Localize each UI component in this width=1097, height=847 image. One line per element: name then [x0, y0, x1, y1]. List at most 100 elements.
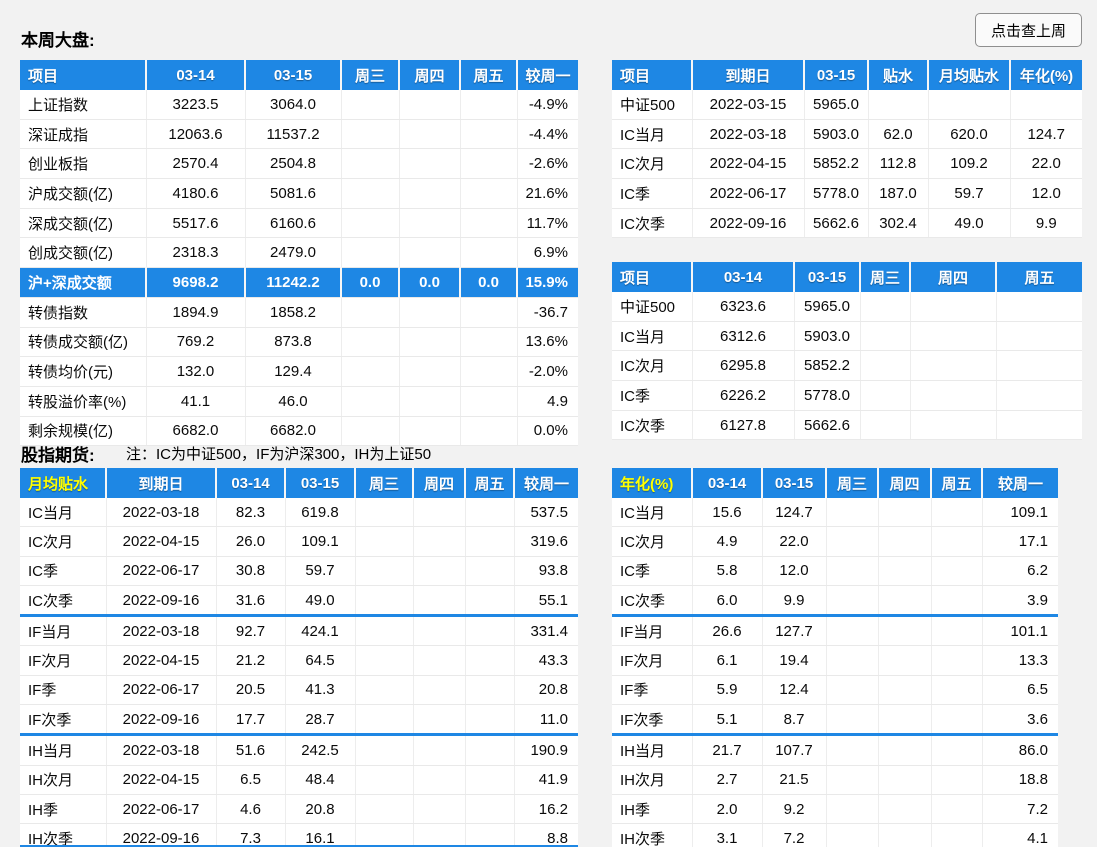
- header-cell: 年化(%): [612, 468, 693, 498]
- table-row: IH当月 21.7 107.7 86.0: [612, 734, 1058, 766]
- header-cell: 较周一: [982, 468, 1058, 498]
- table-row: IF季 2022-06-17 20.5 41.3 20.8: [20, 675, 578, 706]
- table-cell: [465, 498, 515, 528]
- table-cell: [465, 526, 515, 557]
- header-row: 月均贴水 到期日 03-14 03-15 周三 周四 周五 较周一: [20, 468, 578, 498]
- table-cell: 41.1: [146, 386, 246, 417]
- table-cell: [399, 297, 461, 328]
- table-cell: [413, 734, 466, 766]
- market-overview-body: 上证指数 3223.5 3064.0 -4.9% 深证成指 12063.6 11537.2 -…: [20, 90, 578, 447]
- table-cell: 沪成交额(亿): [20, 178, 147, 209]
- table-cell: 2022-09-16: [106, 704, 217, 737]
- table-cell: 20.5: [216, 675, 286, 706]
- table-cell: 6.0: [692, 585, 763, 618]
- table-cell: 2022-06-17: [106, 675, 217, 706]
- table-cell: 107.7: [762, 734, 827, 766]
- table-cell: 16.2: [514, 794, 578, 825]
- table-cell: IF次季: [612, 704, 693, 737]
- table-row: IC当月 2022-03-18 82.3 619.8 537.5: [20, 498, 578, 528]
- table-cell: 55.1: [514, 585, 578, 618]
- table-cell: 6226.2: [692, 380, 795, 411]
- table-cell: 6323.6: [692, 292, 795, 322]
- header-cell: 到期日: [692, 60, 805, 90]
- table-cell: 9.2: [762, 794, 827, 825]
- table-cell: 5903.0: [804, 119, 869, 150]
- header-cell: 周三: [826, 468, 879, 498]
- table-row: IF季 5.9 12.4 6.5: [612, 675, 1058, 706]
- table-cell: 190.9: [514, 734, 578, 766]
- table-cell: [460, 208, 518, 239]
- table-row: IF当月 2022-03-18 92.7 424.1 331.4: [20, 615, 578, 647]
- table-cell: -4.9%: [517, 90, 578, 120]
- table-cell: [413, 585, 466, 618]
- table-cell: 中证500: [612, 292, 693, 322]
- table-row: IC次季 2022-09-16 5662.6 302.4 49.0 9.9: [612, 208, 1082, 239]
- table-cell: IH季: [20, 794, 107, 825]
- table-cell: 创成交额(亿): [20, 237, 147, 269]
- header-cell: 周五: [460, 60, 518, 90]
- header-cell: 03-15: [245, 60, 342, 90]
- table-row: IH季 2022-06-17 4.6 20.8 16.2: [20, 794, 578, 825]
- table-row: IH次月 2.7 21.5 18.8: [612, 765, 1058, 795]
- table-cell: 187.0: [868, 178, 929, 209]
- table-cell: 64.5: [285, 645, 356, 676]
- table-cell: 20.8: [285, 794, 356, 825]
- table-cell: 6127.8: [692, 410, 795, 441]
- table-cell: [355, 823, 414, 847]
- table-row: 转债均价(元) 132.0 129.4 -2.0%: [20, 356, 578, 387]
- header-cell: 03-15: [285, 468, 356, 498]
- table-cell: -36.7: [517, 297, 578, 328]
- ic-prices-header: 项目 03-14 03-15 周三 周四 周五: [612, 262, 1082, 292]
- table-cell: [460, 416, 518, 447]
- table-row: IC季 2022-06-17 30.8 59.7 93.8: [20, 556, 578, 586]
- table-cell: 5852.2: [804, 148, 869, 180]
- table-cell: 2022-04-15: [692, 148, 805, 180]
- table-cell: 6160.6: [245, 208, 342, 239]
- table-cell: [465, 675, 515, 706]
- table-cell: [878, 526, 932, 557]
- table-cell: [826, 645, 879, 676]
- table-cell: 沪+深成交额: [20, 267, 147, 298]
- table-cell: 2022-09-16: [692, 208, 805, 239]
- table-cell: IH次季: [612, 823, 693, 847]
- view-last-week-button[interactable]: 点击查上周: [974, 13, 1082, 47]
- table-cell: 2022-04-15: [106, 765, 217, 795]
- table-cell: [460, 297, 518, 328]
- header-cell: 较周一: [514, 468, 578, 498]
- table-cell: 5.1: [692, 704, 763, 737]
- table-cell: [399, 119, 461, 150]
- table-cell: IC次月: [612, 526, 693, 557]
- table-cell: [413, 765, 466, 795]
- table-cell: [878, 585, 932, 618]
- table-cell: 30.8: [216, 556, 286, 586]
- table-cell: [931, 794, 983, 825]
- table-cell: [355, 704, 414, 737]
- table-cell: 5778.0: [804, 178, 869, 209]
- table-cell: IF季: [20, 675, 107, 706]
- table-cell: IC季: [20, 556, 107, 586]
- table-cell: 5517.6: [146, 208, 246, 239]
- table-cell: 2022-06-17: [106, 794, 217, 825]
- table-cell: 6.2: [982, 556, 1058, 586]
- table-cell: 127.7: [762, 615, 827, 647]
- header-row: 项目 到期日 03-15 贴水 月均贴水 年化(%): [612, 60, 1082, 90]
- table-cell: [413, 526, 466, 557]
- header-cell: 03-14: [216, 468, 286, 498]
- table-cell: [399, 178, 461, 209]
- table-cell: [465, 704, 515, 737]
- table-cell: 28.7: [285, 704, 356, 737]
- table-cell: [826, 585, 879, 618]
- table-cell: 873.8: [245, 327, 342, 358]
- table-cell: 5.9: [692, 675, 763, 706]
- table-cell: 11242.2: [245, 267, 342, 298]
- table-cell: [931, 556, 983, 586]
- table-cell: [860, 292, 911, 322]
- table-cell: 7.2: [762, 823, 827, 847]
- table-cell: [931, 498, 983, 528]
- table-cell: 5081.6: [245, 178, 342, 209]
- monthly-discount-header: 月均贴水 到期日 03-14 03-15 周三 周四 周五 较周一: [20, 468, 578, 498]
- table-row: IC次月 6295.8 5852.2: [612, 350, 1082, 382]
- table-cell: 6682.0: [146, 416, 246, 447]
- table-cell: 22.0: [1010, 148, 1082, 180]
